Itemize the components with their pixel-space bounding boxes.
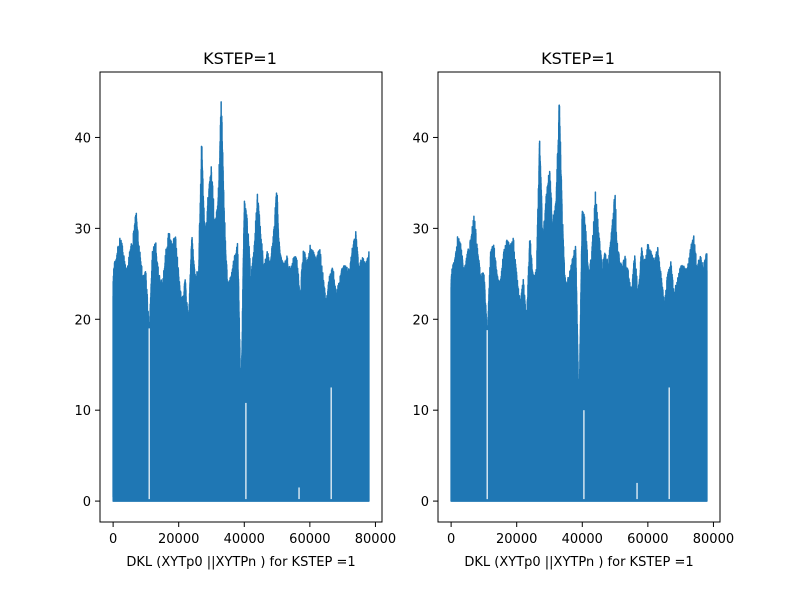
y-ticks-right: 0 10 20 30 40 — [412, 131, 438, 510]
x-tick-label-right-3: 60000 — [627, 532, 668, 547]
y-ticks-left: 0 10 20 30 40 — [74, 131, 100, 510]
y-tick-label-right-1: 10 — [412, 404, 429, 419]
x-tick-label-left-3: 60000 — [289, 532, 330, 547]
y-tick-label-right-2: 20 — [412, 313, 429, 328]
x-tick-label-right-1: 20000 — [496, 532, 537, 547]
subplot-left: KSTEP=1 0 20000 40000 60000 80000 010203040 … — [74, 49, 396, 570]
x-axis-label-left: DKL (XYTp0 ||XYTPn ) for KSTEP =1 — [126, 555, 355, 570]
x-ticks-right: 0 20000 40000 60000 80000 — [447, 522, 734, 547]
y-tick-label-right-0: 0 — [421, 495, 429, 510]
plot-area-left — [112, 101, 370, 502]
y-tick-label-left-2: 20 — [74, 313, 91, 328]
subplot-right: KSTEP=1 0 20000 40000 60000 80000 010203040 … — [412, 49, 734, 570]
series-line-left-0 — [112, 101, 370, 502]
x-tick-label-right-2: 40000 — [562, 532, 603, 547]
x-tick-label-right-0: 0 — [447, 532, 455, 547]
series-line-right-0 — [450, 104, 708, 502]
x-tick-label-left-1: 20000 — [158, 532, 199, 547]
x-tick-label-right-4: 80000 — [693, 532, 734, 547]
y-tick-label-left-4: 40 — [74, 131, 91, 146]
x-tick-label-left-2: 40000 — [224, 532, 265, 547]
y-tick-label-left-3: 30 — [74, 222, 91, 237]
x-tick-label-left-0: 0 — [109, 532, 117, 547]
axes-frame-right — [437, 71, 721, 523]
chart-title-left: KSTEP=1 — [203, 49, 277, 68]
x-axis-label-right: DKL (XYTp0 ||XYTPn ) for KSTEP =1 — [464, 555, 693, 570]
y-tick-label-right-4: 40 — [412, 131, 429, 146]
y-tick-label-right-3: 30 — [412, 222, 429, 237]
plot-area-right — [450, 104, 708, 502]
chart-title-right: KSTEP=1 — [541, 49, 615, 68]
x-tick-label-left-4: 80000 — [355, 532, 396, 547]
y-tick-label-left-0: 0 — [83, 495, 91, 510]
y-tick-label-left-1: 10 — [74, 404, 91, 419]
axes-frame-left — [99, 71, 383, 523]
x-ticks-left: 0 20000 40000 60000 80000 — [109, 522, 396, 547]
